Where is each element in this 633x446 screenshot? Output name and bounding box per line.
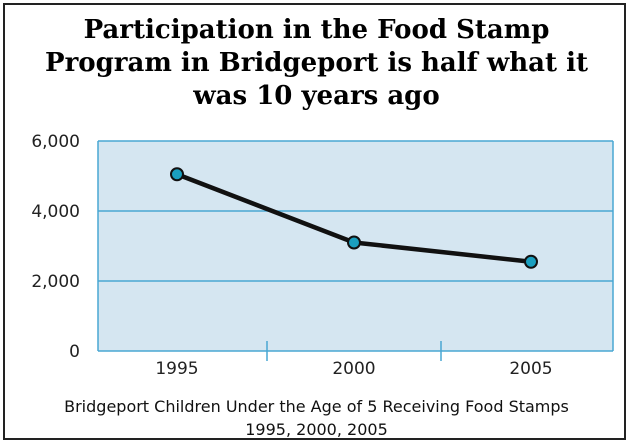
y-tick-label: 4,000: [31, 202, 80, 222]
chart-title-line-2: Program in Bridgeport is half what it: [45, 48, 588, 78]
x-tick-label: 2005: [509, 359, 552, 379]
y-tick-label: 2,000: [31, 272, 80, 292]
y-tick-label: 6,000: [31, 132, 80, 152]
data-point: [170, 167, 184, 182]
y-tick-label: 0: [69, 342, 80, 362]
data-point: [524, 254, 538, 269]
chart-title-line-3: was 10 years ago: [193, 81, 440, 111]
chart-title: Participation in the Food Stamp Program …: [0, 14, 633, 113]
chart-caption-line-1: Bridgeport Children Under the Age of 5 R…: [64, 397, 569, 416]
x-tick-label: 2000: [332, 359, 375, 379]
chart-caption-line-2: 1995, 2000, 2005: [245, 420, 388, 439]
chart-caption: Bridgeport Children Under the Age of 5 R…: [0, 395, 633, 441]
chart-title-line-1: Participation in the Food Stamp: [83, 15, 550, 45]
data-point: [347, 235, 361, 250]
x-tick-label: 1995: [155, 359, 198, 379]
